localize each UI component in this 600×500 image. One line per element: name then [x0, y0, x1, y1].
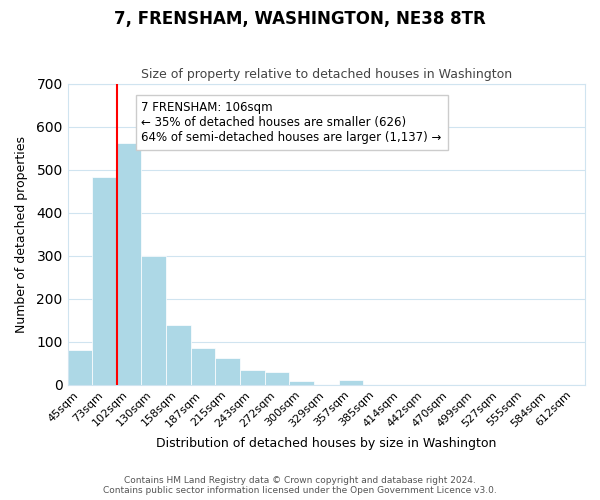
Bar — [191, 348, 215, 385]
Bar — [142, 256, 166, 385]
Y-axis label: Number of detached properties: Number of detached properties — [15, 136, 28, 332]
Text: 7 FRENSHAM: 106sqm
← 35% of detached houses are smaller (626)
64% of semi-detach: 7 FRENSHAM: 106sqm ← 35% of detached hou… — [142, 101, 442, 144]
Bar — [265, 372, 289, 385]
X-axis label: Distribution of detached houses by size in Washington: Distribution of detached houses by size … — [156, 437, 496, 450]
Text: 7, FRENSHAM, WASHINGTON, NE38 8TR: 7, FRENSHAM, WASHINGTON, NE38 8TR — [114, 10, 486, 28]
Bar — [338, 380, 363, 385]
Bar — [117, 142, 142, 385]
Text: Contains HM Land Registry data © Crown copyright and database right 2024.
Contai: Contains HM Land Registry data © Crown c… — [103, 476, 497, 495]
Bar — [92, 176, 117, 385]
Bar — [166, 326, 191, 385]
Bar — [68, 350, 92, 385]
Title: Size of property relative to detached houses in Washington: Size of property relative to detached ho… — [141, 68, 512, 81]
Bar — [240, 370, 265, 385]
Bar — [215, 358, 240, 385]
Bar — [289, 380, 314, 385]
